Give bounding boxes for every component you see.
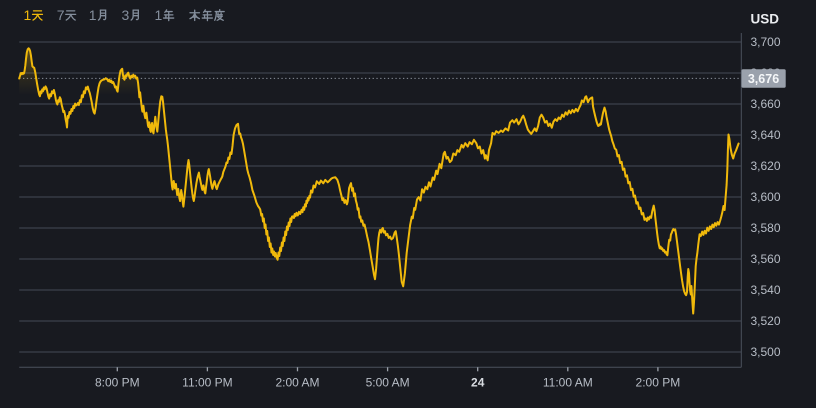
svg-text:3: 3 bbox=[122, 7, 130, 23]
svg-text:7: 7 bbox=[57, 7, 65, 23]
svg-text:3,620: 3,620 bbox=[751, 159, 781, 173]
svg-text:8:00 PM: 8:00 PM bbox=[95, 376, 140, 390]
svg-text:11:00 AM: 11:00 AM bbox=[543, 376, 593, 390]
svg-text:5:00 AM: 5:00 AM bbox=[366, 376, 410, 390]
svg-text:3,540: 3,540 bbox=[751, 283, 781, 297]
svg-text:1: 1 bbox=[89, 7, 97, 23]
svg-text:3,676: 3,676 bbox=[748, 72, 779, 86]
svg-text:3,640: 3,640 bbox=[751, 128, 781, 142]
svg-text:24: 24 bbox=[471, 376, 485, 390]
svg-text:3,580: 3,580 bbox=[751, 221, 781, 235]
svg-text:2:00 PM: 2:00 PM bbox=[636, 376, 681, 390]
svg-text:1: 1 bbox=[155, 7, 163, 23]
svg-text:3,660: 3,660 bbox=[751, 97, 781, 111]
svg-text:11:00 PM: 11:00 PM bbox=[182, 376, 232, 390]
svg-text:3,500: 3,500 bbox=[751, 345, 781, 359]
svg-text:3,560: 3,560 bbox=[751, 252, 781, 266]
svg-text:2:00 AM: 2:00 AM bbox=[275, 376, 319, 390]
svg-text:1: 1 bbox=[24, 7, 32, 23]
svg-text:3,520: 3,520 bbox=[751, 314, 781, 328]
svg-text:3,700: 3,700 bbox=[751, 35, 781, 49]
svg-text:3,600: 3,600 bbox=[751, 190, 781, 204]
svg-text:USD: USD bbox=[751, 12, 780, 27]
